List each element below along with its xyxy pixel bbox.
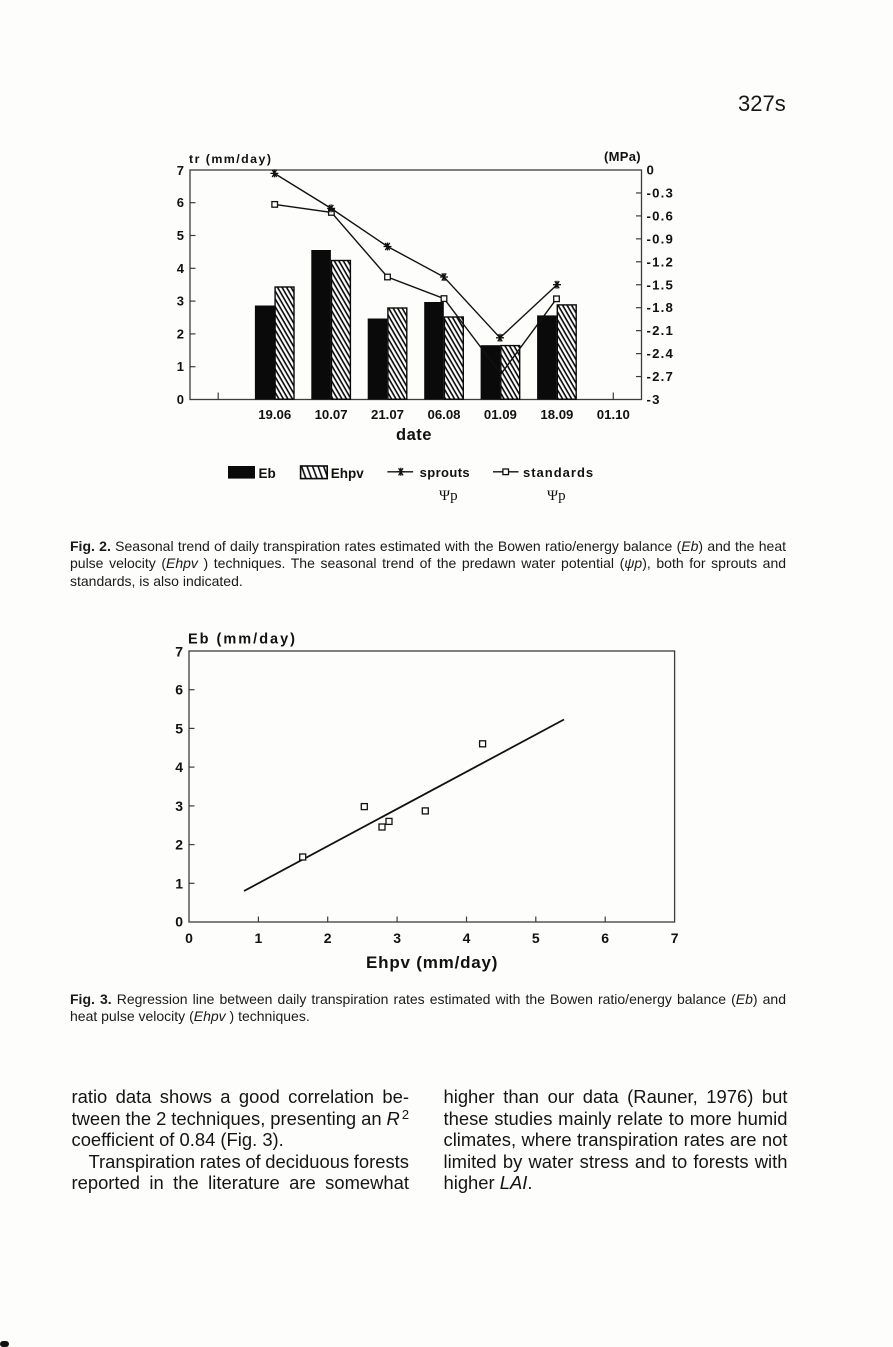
svg-text:standards: standards xyxy=(523,465,594,480)
svg-text:06.08: 06.08 xyxy=(427,407,460,422)
svg-text:Eb: Eb xyxy=(259,466,276,481)
svg-text:2: 2 xyxy=(324,930,332,946)
svg-text:5: 5 xyxy=(532,930,540,946)
svg-text:-1.5: -1.5 xyxy=(647,277,675,292)
svg-text:7: 7 xyxy=(175,644,183,660)
svg-text:01.10: 01.10 xyxy=(597,407,630,422)
svg-text:1: 1 xyxy=(177,359,184,374)
svg-text:sprouts: sprouts xyxy=(420,465,470,480)
svg-text:-1.2: -1.2 xyxy=(647,254,675,269)
svg-text:-1.8: -1.8 xyxy=(647,300,675,315)
svg-text:1: 1 xyxy=(255,930,263,946)
svg-text:5: 5 xyxy=(175,720,183,736)
svg-text:-0.6: -0.6 xyxy=(647,208,675,223)
svg-text:date: date xyxy=(396,426,432,444)
svg-text:-0.9: -0.9 xyxy=(647,231,675,246)
svg-text:-0.3: -0.3 xyxy=(647,186,675,201)
svg-text:7: 7 xyxy=(177,163,184,178)
svg-text:1: 1 xyxy=(175,875,183,891)
svg-text:Ehpv: Ehpv xyxy=(331,466,364,481)
svg-text:6: 6 xyxy=(601,930,609,946)
svg-text:5: 5 xyxy=(177,228,184,243)
svg-text:-2.1: -2.1 xyxy=(647,323,675,338)
svg-text:3: 3 xyxy=(177,294,184,309)
svg-text:4: 4 xyxy=(177,261,185,276)
svg-text:0: 0 xyxy=(177,392,184,407)
svg-text:21.07: 21.07 xyxy=(371,407,404,422)
svg-text:3: 3 xyxy=(393,930,401,946)
svg-text:Ehpv (mm/day): Ehpv (mm/day) xyxy=(366,953,498,972)
svg-text:Eb (mm/day): Eb (mm/day) xyxy=(188,632,297,648)
svg-text:0: 0 xyxy=(185,930,193,946)
svg-text:tr (mm/day): tr (mm/day) xyxy=(189,152,272,166)
svg-text:-3: -3 xyxy=(647,392,661,407)
svg-text:19.06: 19.06 xyxy=(258,407,291,422)
svg-text:2: 2 xyxy=(177,326,184,341)
svg-text:-2.7: -2.7 xyxy=(647,369,675,384)
svg-text:2: 2 xyxy=(175,837,183,853)
svg-text:6: 6 xyxy=(175,682,183,698)
svg-text:4: 4 xyxy=(175,759,183,775)
svg-text:0: 0 xyxy=(647,163,656,178)
svg-text:0: 0 xyxy=(175,914,183,930)
svg-text:Ψp: Ψp xyxy=(547,488,566,504)
svg-text:18.09: 18.09 xyxy=(540,407,573,422)
svg-text:3: 3 xyxy=(175,798,183,814)
svg-text:(MPa): (MPa) xyxy=(604,149,641,164)
svg-text:6: 6 xyxy=(177,195,184,210)
svg-text:4: 4 xyxy=(463,930,471,946)
svg-text:7: 7 xyxy=(671,930,679,946)
svg-text:-2.4: -2.4 xyxy=(647,346,675,361)
svg-text:Ψp: Ψp xyxy=(439,488,458,504)
svg-text:10.07: 10.07 xyxy=(315,407,348,422)
svg-text:01.09: 01.09 xyxy=(484,407,517,422)
